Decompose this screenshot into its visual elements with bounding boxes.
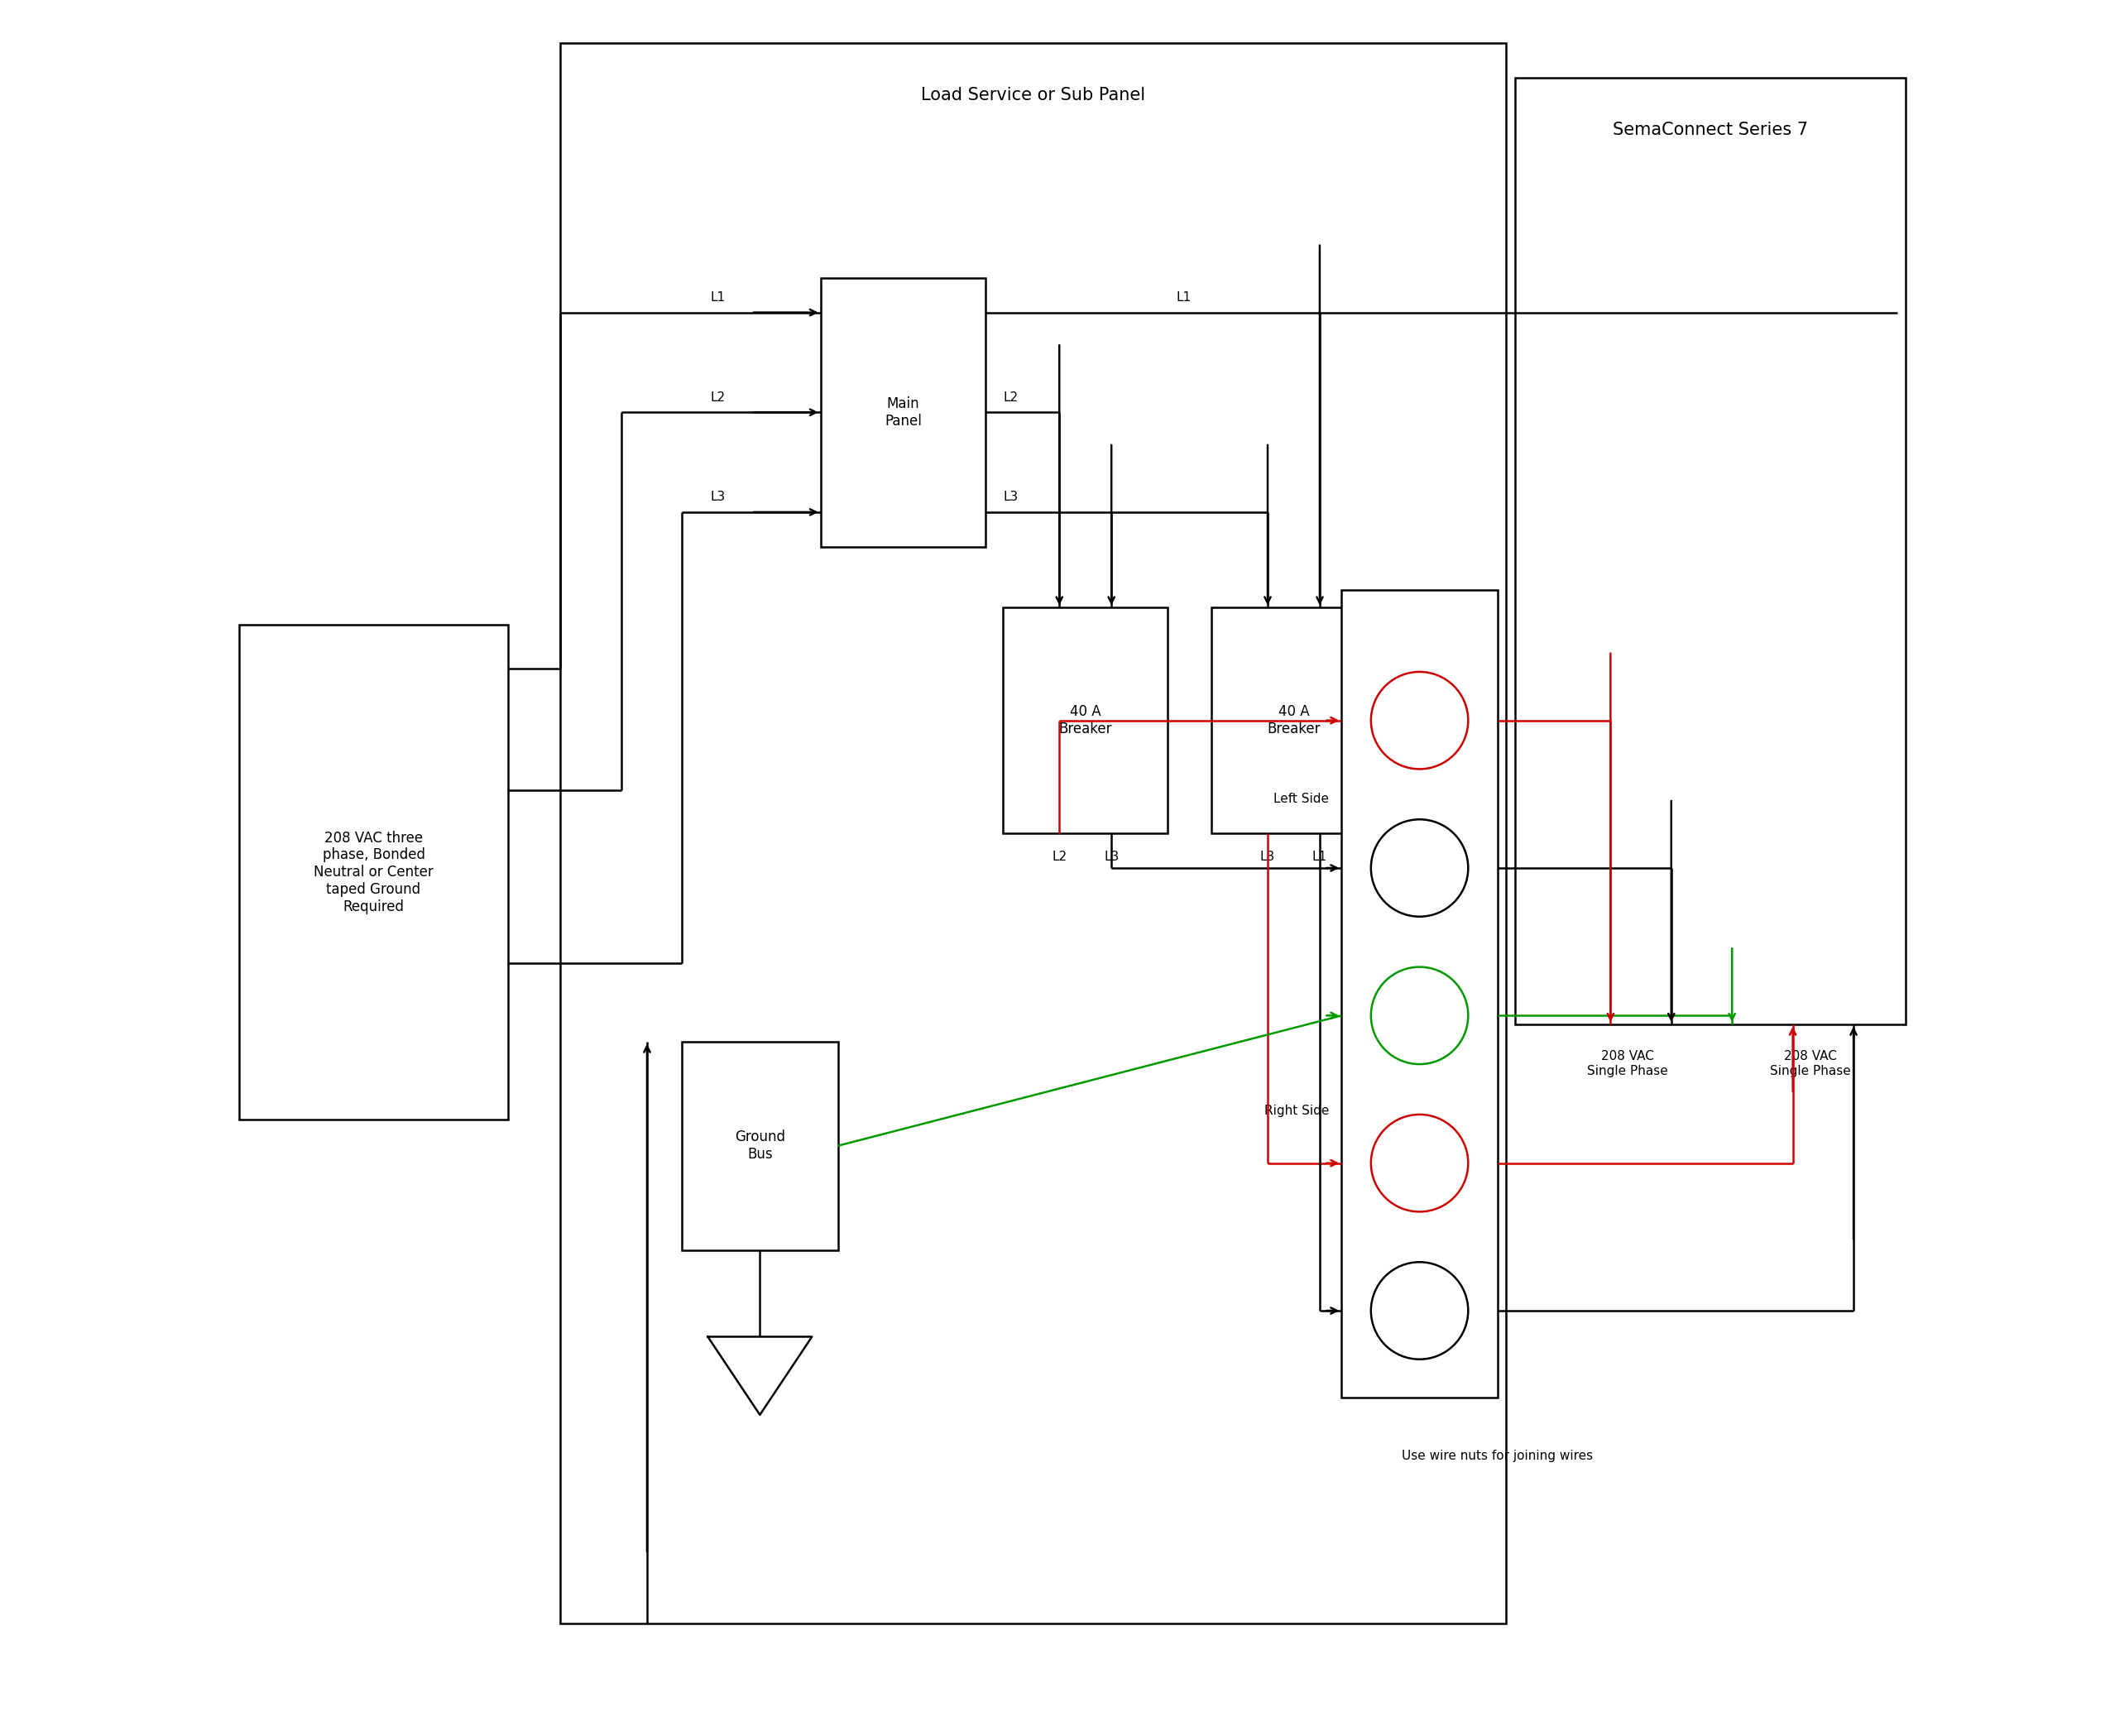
Text: Use wire nuts for joining wires: Use wire nuts for joining wires [1401,1450,1593,1462]
Text: L3: L3 [711,491,726,503]
Bar [1515,78,1905,1024]
Text: L3: L3 [1002,491,1017,503]
Text: 208 VAC three
phase, Bonded
Neutral or Center
taped Ground
Required: 208 VAC three phase, Bonded Neutral or C… [314,830,433,915]
Bar [821,278,985,547]
Circle shape [1372,819,1469,917]
Bar [1211,608,1376,833]
Bar [561,43,1507,1623]
Circle shape [1372,1115,1469,1212]
Text: L1: L1 [1312,851,1327,863]
Bar [1342,590,1498,1397]
Text: L2: L2 [711,391,726,403]
Text: L1: L1 [711,292,726,304]
Text: L3: L3 [1260,851,1274,863]
Text: 208 VAC
Single Phase: 208 VAC Single Phase [1770,1050,1850,1076]
Bar [238,625,509,1120]
Bar [1002,608,1167,833]
Text: Ground
Bus: Ground Bus [734,1130,785,1161]
Text: SemaConnect Series 7: SemaConnect Series 7 [1612,122,1808,139]
Text: L2: L2 [1002,391,1017,403]
Circle shape [1372,672,1469,769]
Bar [682,1042,838,1250]
Text: Load Service or Sub Panel: Load Service or Sub Panel [922,87,1146,104]
Text: 40 A
Breaker: 40 A Breaker [1059,705,1112,736]
Text: Main
Panel: Main Panel [884,396,922,429]
Text: 40 A
Breaker: 40 A Breaker [1266,705,1321,736]
Text: L1: L1 [1177,292,1192,304]
Text: 208 VAC
Single Phase: 208 VAC Single Phase [1587,1050,1669,1076]
Text: Left Side: Left Side [1274,792,1329,806]
Text: L3: L3 [1104,851,1118,863]
Text: L2: L2 [1053,851,1068,863]
Circle shape [1372,1262,1469,1359]
Circle shape [1372,967,1469,1064]
Text: Right Side: Right Side [1264,1104,1329,1118]
